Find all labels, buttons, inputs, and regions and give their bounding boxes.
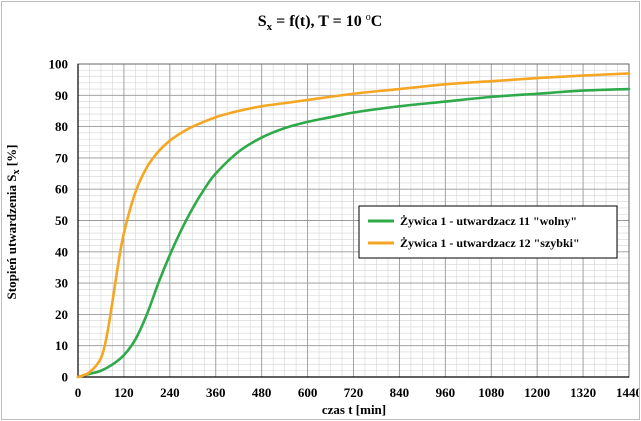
axes: 0 120 240 360 480 600 720 840 960 1080 1200 1320 144…	[49, 57, 640, 401]
x-tick-label: 1200	[524, 385, 550, 400]
y-tick-label: 70	[55, 150, 68, 165]
series-line-2	[76, 72, 631, 379]
y-tick-label: 100	[49, 57, 69, 72]
x-tick-label: 840	[390, 385, 410, 400]
y-axis-label: Stopień utwardzenia Sx [%]	[4, 145, 22, 300]
chart-title-main: S	[258, 13, 267, 30]
y-tick-label: 50	[55, 213, 68, 228]
x-tick-label: 1320	[570, 385, 596, 400]
chart-title-unit: C	[371, 13, 383, 30]
y-tick-label: 10	[55, 338, 68, 353]
x-axis-label: czas t [min]	[322, 402, 386, 417]
y-tick-label: 30	[55, 276, 68, 291]
chart-title-rest: = f(t), T = 10	[272, 13, 366, 30]
x-tick-label: 0	[75, 385, 82, 400]
series-lines	[76, 72, 631, 379]
y-tick-label: 60	[55, 182, 68, 197]
legend: Żywica 1 - utwardzacz 11 "wolny" Żywica …	[358, 205, 618, 259]
x-tick-label: 360	[206, 385, 226, 400]
legend-label-series-2: Żywica 1 - utwardzacz 12 "szybki"	[400, 236, 580, 250]
chart-title-sub: x	[267, 21, 273, 33]
x-tick-label: 720	[344, 385, 364, 400]
y-axis-label-sub: x	[11, 169, 22, 174]
chart-title: Sx = f(t), T = 10 oC	[258, 12, 383, 33]
x-tick-label: 600	[298, 385, 318, 400]
x-tick-label: 960	[436, 385, 456, 400]
series-line-1	[76, 87, 631, 379]
x-tick-label: 120	[114, 385, 134, 400]
y-tick-label: 80	[55, 119, 68, 134]
y-axis-label-main: Stopień utwardzenia S	[4, 174, 19, 299]
x-tick-label: 240	[160, 385, 180, 400]
chart-title-degree: o	[366, 12, 371, 23]
x-tick-label: 480	[252, 385, 272, 400]
x-tick-label: 1080	[478, 385, 504, 400]
legend-box	[358, 205, 618, 259]
y-tick-label: 90	[55, 88, 68, 103]
y-tick-label: 0	[62, 370, 69, 385]
legend-label-series-1: Żywica 1 - utwardzacz 11 "wolny"	[400, 214, 577, 228]
y-tick-label: 40	[55, 244, 68, 259]
y-tick-label: 20	[55, 307, 68, 322]
x-tick-label: 1440	[616, 385, 639, 400]
y-axis-label-rest: [%]	[4, 145, 19, 170]
